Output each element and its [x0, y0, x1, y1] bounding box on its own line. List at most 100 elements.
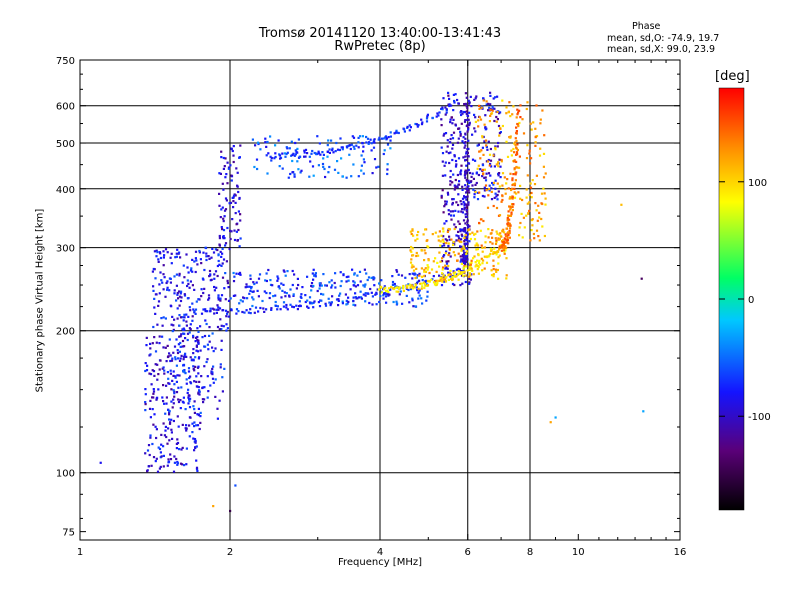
- data-point: [334, 150, 337, 153]
- data-point: [352, 136, 356, 139]
- data-point: [495, 253, 498, 256]
- data-point: [188, 306, 191, 309]
- data-point: [173, 275, 176, 278]
- data-point: [479, 263, 482, 266]
- data-point: [149, 434, 152, 437]
- data-point: [303, 149, 306, 152]
- data-point: [494, 145, 497, 148]
- data-point: [449, 275, 452, 278]
- data-point: [360, 164, 363, 167]
- data-point: [494, 242, 498, 245]
- data-point: [188, 424, 191, 427]
- data-point: [470, 180, 473, 183]
- data-point: [447, 271, 450, 274]
- data-point: [465, 110, 468, 113]
- data-point: [197, 414, 200, 417]
- data-point: [450, 218, 453, 221]
- data-point: [513, 182, 517, 185]
- data-point: [500, 200, 503, 203]
- data-point: [447, 260, 450, 263]
- data-point: [384, 292, 387, 296]
- data-point: [461, 228, 464, 231]
- data-point: [229, 164, 232, 167]
- data-point: [453, 101, 456, 104]
- data-point: [441, 257, 444, 260]
- data-point: [211, 373, 214, 376]
- data-point: [328, 165, 331, 169]
- data-point: [208, 269, 212, 273]
- data-point: [465, 206, 468, 209]
- data-point: [440, 284, 444, 287]
- data-point: [299, 295, 302, 298]
- data-point: [169, 281, 172, 284]
- data-points: [99, 91, 645, 513]
- data-point: [441, 280, 444, 283]
- data-point: [175, 447, 178, 450]
- data-point: [337, 298, 340, 301]
- data-point: [515, 131, 518, 134]
- data-point: [181, 345, 184, 348]
- data-point: [376, 288, 379, 291]
- data-point: [300, 293, 303, 296]
- data-point: [426, 113, 429, 116]
- data-point: [198, 389, 201, 392]
- data-point: [466, 226, 470, 229]
- data-point: [348, 153, 351, 156]
- data-point: [217, 308, 220, 311]
- data-point: [198, 393, 201, 396]
- data-point: [508, 205, 512, 208]
- data-point: [185, 427, 188, 430]
- data-point: [386, 163, 389, 166]
- data-point: [420, 123, 424, 126]
- data-point: [163, 434, 166, 437]
- data-point: [191, 422, 194, 425]
- data-point: [285, 303, 288, 307]
- data-point: [148, 407, 152, 410]
- data-point: [492, 259, 495, 262]
- data-point: [451, 201, 454, 205]
- data-point: [229, 201, 233, 204]
- data-point: [286, 151, 289, 154]
- data-point: [530, 229, 533, 232]
- data-point: [463, 196, 466, 199]
- data-point: [192, 359, 195, 362]
- data-point: [512, 173, 515, 176]
- data-point: [393, 282, 396, 286]
- data-point: [194, 270, 197, 274]
- x-tick-label: 2: [227, 547, 233, 558]
- data-point: [442, 97, 445, 100]
- data-point: [498, 214, 502, 217]
- data-point: [297, 305, 301, 308]
- data-point: [466, 242, 469, 245]
- data-point: [450, 214, 453, 217]
- data-point: [368, 141, 371, 144]
- data-point: [418, 294, 421, 297]
- data-point: [454, 159, 458, 163]
- data-point: [173, 461, 176, 464]
- y-tick-label: 750: [56, 56, 75, 67]
- data-point: [445, 262, 449, 265]
- data-point: [525, 214, 528, 217]
- data-point: [225, 323, 228, 326]
- data-point: [217, 294, 220, 297]
- data-point: [197, 298, 200, 301]
- data-point: [528, 201, 531, 204]
- data-point: [238, 245, 241, 248]
- data-point: [417, 287, 420, 290]
- data-point: [259, 306, 262, 310]
- data-point: [328, 301, 331, 304]
- data-point: [457, 239, 460, 242]
- data-point: [175, 299, 178, 302]
- data-point: [364, 292, 367, 295]
- data-point: [192, 336, 195, 339]
- data-point: [483, 140, 486, 143]
- data-point: [212, 350, 215, 353]
- data-point: [230, 174, 233, 177]
- data-point: [460, 238, 463, 241]
- data-point: [480, 149, 483, 152]
- data-point: [543, 192, 546, 195]
- data-point: [341, 148, 344, 151]
- data-point: [476, 198, 480, 201]
- data-point: [235, 167, 238, 170]
- data-point: [468, 101, 471, 104]
